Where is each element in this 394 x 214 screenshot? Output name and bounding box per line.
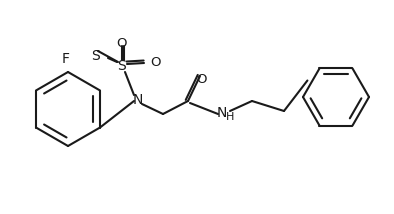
Text: N: N [133,93,143,107]
Text: S: S [92,49,100,63]
Text: H: H [226,112,234,122]
Text: N: N [217,106,227,120]
Text: O: O [117,37,127,50]
Text: S: S [118,59,126,73]
Text: O: O [150,55,160,68]
Text: F: F [62,52,70,66]
Text: O: O [197,73,207,86]
